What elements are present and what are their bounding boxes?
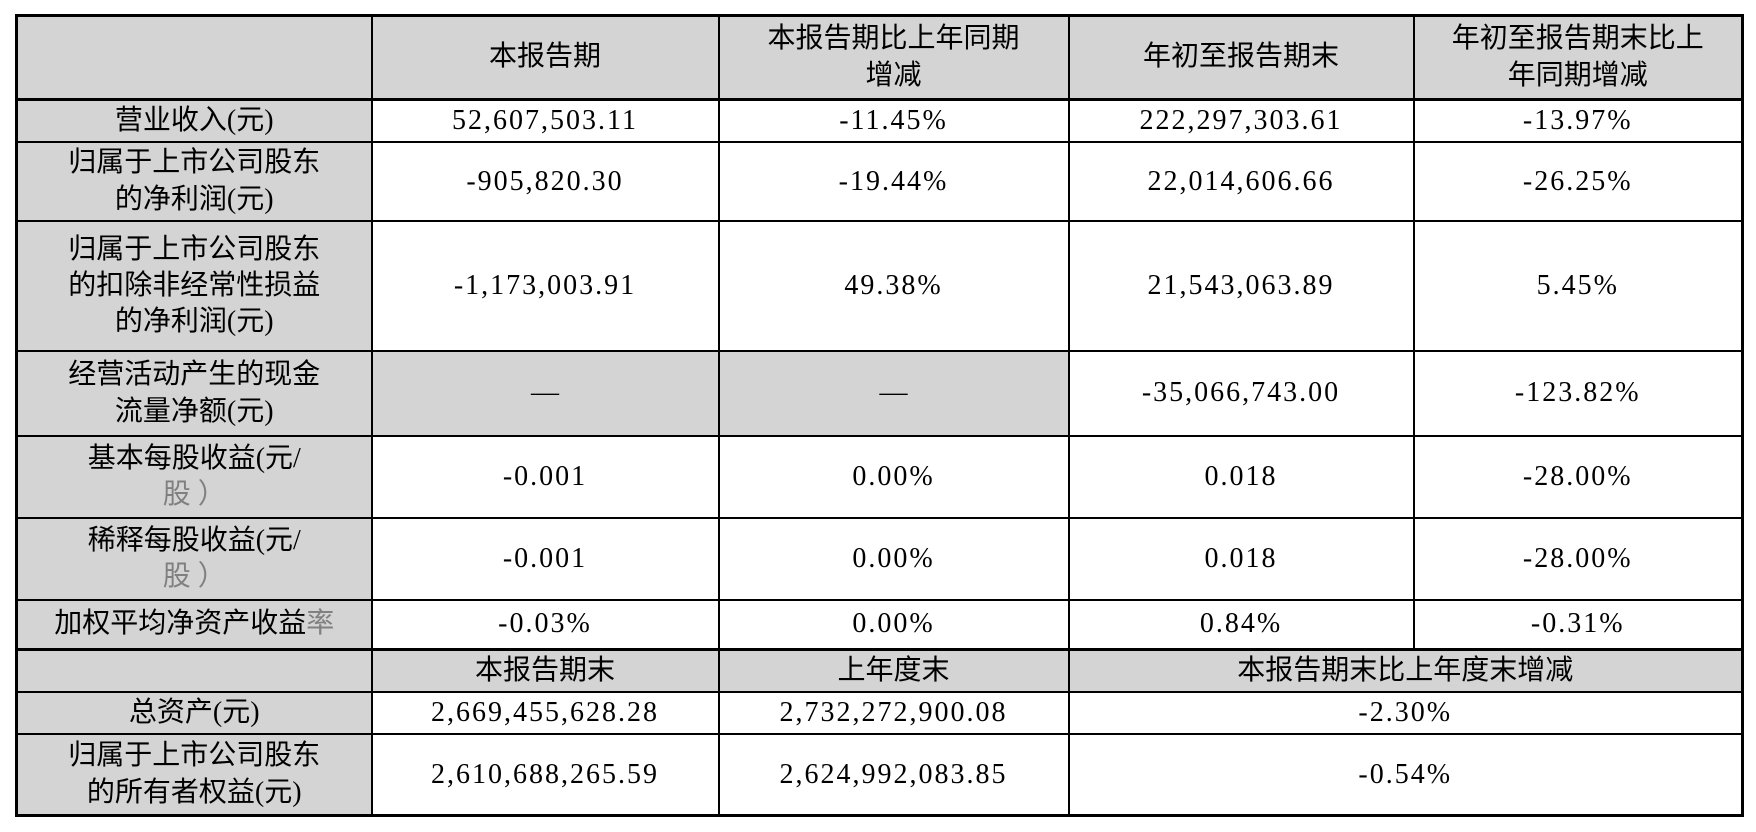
row-label: 稀释每股收益(元/ 股 ） <box>15 517 373 602</box>
table-cell: -0.31% <box>1412 599 1744 651</box>
table-cell: 5.45% <box>1412 220 1744 353</box>
table-cell: 222,297,303.61 <box>1067 98 1415 144</box>
table-cell: -1,173,003.91 <box>370 220 720 353</box>
row-label-main: 加权平均净资产收益 <box>54 608 307 640</box>
row-label-sub: 率 <box>306 608 335 640</box>
header-corner-cell <box>15 648 373 694</box>
table-cell: 0.00% <box>717 599 1070 651</box>
table-cell: -19.44% <box>717 141 1070 223</box>
table-cell: 0.00% <box>717 517 1070 602</box>
table-cell: -13.97% <box>1412 98 1744 144</box>
table-cell: -28.00% <box>1412 435 1744 520</box>
row-diluted-eps: 稀释每股收益(元/ 股 ） -0.001 0.00% 0.018 -28.00% <box>15 517 1744 602</box>
table-cell: -0.001 <box>370 517 720 602</box>
table-cell: 52,607,503.11 <box>370 98 720 144</box>
row-label: 营业收入(元) <box>15 98 373 144</box>
row-weighted-avg-roe: 加权平均净资产收益率 -0.03% 0.00% 0.84% -0.31% <box>15 599 1744 651</box>
table-cell: -123.82% <box>1412 350 1744 438</box>
table-cell: -28.00% <box>1412 517 1744 602</box>
table-cell: 2,624,992,083.85 <box>717 733 1070 817</box>
header-row-period: 本报告期 本报告期比上年同期 增减 年初至报告期末 年初至报告期末比上 年同期增… <box>15 14 1744 101</box>
row-basic-eps: 基本每股收益(元/ 股 ） -0.001 0.00% 0.018 -28.00% <box>15 435 1744 520</box>
row-label-sub: 股 ） <box>162 479 226 511</box>
row-operating-cash-flow: 经营活动产生的现金 流量净额(元) — — -35,066,743.00 -12… <box>15 350 1744 438</box>
table-cell: -0.54% <box>1067 733 1744 817</box>
table-cell: -0.03% <box>370 599 720 651</box>
table-cell-empty-dash: — <box>370 350 720 438</box>
table-cell: 22,014,606.66 <box>1067 141 1415 223</box>
row-label: 基本每股收益(元/ 股 ） <box>15 435 373 520</box>
row-label-main: 稀释每股收益(元/ <box>87 524 301 556</box>
table-cell: -2.30% <box>1067 691 1744 736</box>
header-end-of-period: 本报告期末 <box>370 648 720 694</box>
row-label: 归属于上市公司股东 的净利润(元) <box>15 141 373 223</box>
table-cell: -35,066,743.00 <box>1067 350 1415 438</box>
table-cell: 2,732,272,900.08 <box>717 691 1070 736</box>
header-period-end-change: 本报告期末比上年度末增减 <box>1067 648 1744 694</box>
header-row-period-end: 本报告期末 上年度末 本报告期末比上年度末增减 <box>15 648 1744 694</box>
table-cell-empty-dash: — <box>717 350 1070 438</box>
row-operating-revenue: 营业收入(元) 52,607,503.11 -11.45% 222,297,30… <box>15 98 1744 144</box>
table-cell: 2,610,688,265.59 <box>370 733 720 817</box>
header-ytd-change: 年初至报告期末比上 年同期增减 <box>1412 14 1744 101</box>
header-ytd: 年初至报告期末 <box>1067 14 1415 101</box>
row-label: 归属于上市公司股东 的所有者权益(元) <box>15 733 373 817</box>
header-current-period: 本报告期 <box>370 14 720 101</box>
table-cell: 49.38% <box>717 220 1070 353</box>
row-label-main: 基本每股收益(元/ <box>87 442 301 474</box>
table-cell: 21,543,063.89 <box>1067 220 1415 353</box>
row-label: 加权平均净资产收益率 <box>15 599 373 651</box>
table-cell: -26.25% <box>1412 141 1744 223</box>
table-cell: 0.84% <box>1067 599 1415 651</box>
row-label: 归属于上市公司股东 的扣除非经常性损益 的净利润(元) <box>15 220 373 353</box>
row-label: 总资产(元) <box>15 691 373 736</box>
row-equity-attributable: 归属于上市公司股东 的所有者权益(元) 2,610,688,265.59 2,6… <box>15 733 1744 817</box>
row-label: 经营活动产生的现金 流量净额(元) <box>15 350 373 438</box>
row-label-sub: 股 ） <box>162 561 226 593</box>
row-net-profit-excl-nonrecurring: 归属于上市公司股东 的扣除非经常性损益 的净利润(元) -1,173,003.9… <box>15 220 1744 353</box>
table-cell: 0.018 <box>1067 517 1415 602</box>
header-current-period-change: 本报告期比上年同期 增减 <box>717 14 1070 101</box>
table-cell: 2,669,455,628.28 <box>370 691 720 736</box>
table-cell: -0.001 <box>370 435 720 520</box>
table-cell: 0.00% <box>717 435 1070 520</box>
header-end-of-last-year: 上年度末 <box>717 648 1070 694</box>
table-cell: -905,820.30 <box>370 141 720 223</box>
header-corner-cell <box>15 14 373 101</box>
table-cell: -11.45% <box>717 98 1070 144</box>
row-total-assets: 总资产(元) 2,669,455,628.28 2,732,272,900.08… <box>15 691 1744 736</box>
row-net-profit-attributable: 归属于上市公司股东 的净利润(元) -905,820.30 -19.44% 22… <box>15 141 1744 223</box>
table-cell: 0.018 <box>1067 435 1415 520</box>
key-financials-table: 本报告期 本报告期比上年同期 增减 年初至报告期末 年初至报告期末比上 年同期增… <box>15 14 1744 817</box>
